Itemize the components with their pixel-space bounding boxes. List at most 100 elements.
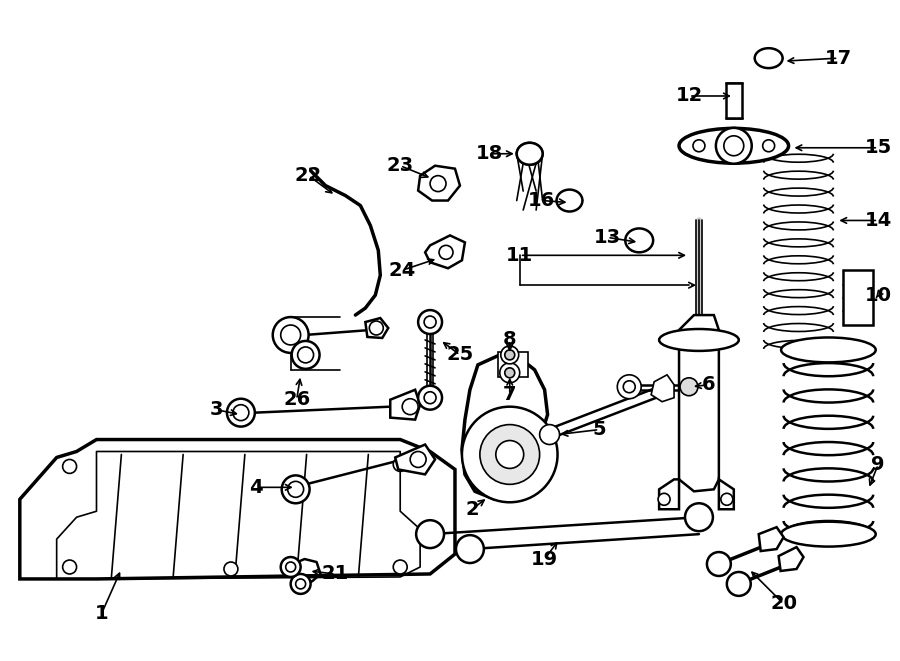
Circle shape — [728, 140, 740, 152]
Polygon shape — [462, 355, 547, 499]
Circle shape — [716, 128, 751, 164]
Circle shape — [680, 378, 698, 396]
Text: 1: 1 — [94, 604, 108, 623]
Text: 18: 18 — [476, 144, 503, 163]
Polygon shape — [365, 318, 388, 338]
Text: 11: 11 — [506, 246, 534, 265]
Text: 12: 12 — [675, 87, 703, 106]
Circle shape — [281, 325, 301, 345]
Circle shape — [456, 535, 484, 563]
Circle shape — [393, 560, 407, 574]
Ellipse shape — [517, 143, 543, 165]
Circle shape — [685, 503, 713, 531]
Text: 9: 9 — [871, 455, 885, 474]
Circle shape — [500, 346, 518, 364]
Polygon shape — [391, 390, 420, 420]
Circle shape — [480, 424, 540, 485]
Ellipse shape — [659, 329, 739, 351]
Circle shape — [424, 392, 436, 404]
Circle shape — [505, 368, 515, 378]
Circle shape — [63, 459, 76, 473]
Text: 8: 8 — [503, 330, 517, 350]
Polygon shape — [20, 440, 455, 579]
Circle shape — [462, 407, 557, 502]
Polygon shape — [679, 315, 719, 491]
Text: 6: 6 — [702, 375, 716, 394]
Circle shape — [402, 399, 418, 414]
Circle shape — [291, 574, 310, 594]
Circle shape — [430, 176, 446, 192]
Text: 3: 3 — [209, 400, 222, 419]
Bar — [725, 83, 742, 118]
Circle shape — [424, 316, 436, 328]
Polygon shape — [652, 375, 674, 402]
Text: 13: 13 — [594, 228, 621, 247]
Text: 25: 25 — [446, 346, 473, 364]
Circle shape — [227, 399, 255, 426]
Circle shape — [762, 140, 775, 152]
Polygon shape — [425, 235, 465, 268]
Circle shape — [292, 341, 320, 369]
Text: 16: 16 — [528, 191, 555, 210]
Ellipse shape — [755, 48, 783, 68]
Polygon shape — [778, 547, 804, 571]
Circle shape — [298, 347, 313, 363]
Text: 5: 5 — [592, 420, 607, 439]
Text: 7: 7 — [503, 385, 517, 405]
Text: 4: 4 — [249, 478, 263, 497]
Circle shape — [273, 317, 309, 353]
Circle shape — [296, 579, 306, 589]
Polygon shape — [418, 166, 460, 200]
Text: 14: 14 — [865, 211, 892, 230]
Polygon shape — [719, 479, 733, 509]
Circle shape — [288, 481, 303, 497]
Circle shape — [500, 363, 519, 383]
Circle shape — [693, 140, 705, 152]
Text: 23: 23 — [387, 156, 414, 175]
Circle shape — [369, 321, 383, 335]
Circle shape — [416, 520, 444, 548]
Text: 10: 10 — [865, 286, 892, 305]
Circle shape — [439, 245, 453, 259]
Text: 17: 17 — [824, 49, 852, 67]
Bar — [498, 352, 527, 377]
Ellipse shape — [517, 143, 543, 165]
Text: 26: 26 — [283, 390, 310, 409]
Text: 22: 22 — [295, 166, 322, 185]
Text: 20: 20 — [770, 594, 797, 613]
Circle shape — [285, 562, 296, 572]
Circle shape — [658, 493, 670, 505]
Circle shape — [721, 493, 733, 505]
Text: 21: 21 — [322, 564, 349, 584]
Circle shape — [63, 560, 76, 574]
Ellipse shape — [626, 229, 653, 253]
Circle shape — [418, 386, 442, 410]
Polygon shape — [659, 479, 679, 509]
Ellipse shape — [781, 522, 876, 547]
Circle shape — [617, 375, 641, 399]
Polygon shape — [759, 527, 784, 551]
Circle shape — [224, 562, 238, 576]
Circle shape — [281, 557, 301, 577]
Text: 15: 15 — [865, 138, 892, 157]
Circle shape — [393, 457, 407, 471]
Text: 2: 2 — [465, 500, 479, 519]
Circle shape — [233, 405, 248, 420]
Circle shape — [496, 440, 524, 469]
Circle shape — [706, 552, 731, 576]
Circle shape — [282, 475, 310, 503]
Polygon shape — [395, 444, 435, 475]
Text: 24: 24 — [389, 260, 416, 280]
Text: 19: 19 — [531, 549, 558, 568]
Circle shape — [418, 310, 442, 334]
Circle shape — [727, 572, 751, 596]
Ellipse shape — [679, 128, 788, 163]
Circle shape — [624, 381, 635, 393]
Ellipse shape — [781, 338, 876, 362]
Circle shape — [540, 424, 560, 444]
Circle shape — [724, 136, 743, 156]
Circle shape — [410, 451, 426, 467]
Bar — [843, 270, 873, 325]
Circle shape — [505, 350, 515, 360]
Ellipse shape — [556, 190, 582, 212]
